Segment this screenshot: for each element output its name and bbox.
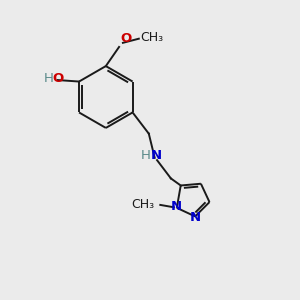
Text: H: H: [44, 72, 53, 86]
Text: N: N: [190, 211, 201, 224]
Text: N: N: [171, 200, 182, 214]
Text: O: O: [121, 32, 132, 45]
Text: N: N: [151, 149, 162, 162]
Text: CH₃: CH₃: [132, 198, 155, 211]
Text: H: H: [141, 149, 151, 162]
Text: CH₃: CH₃: [140, 31, 164, 44]
Text: O: O: [52, 72, 63, 86]
